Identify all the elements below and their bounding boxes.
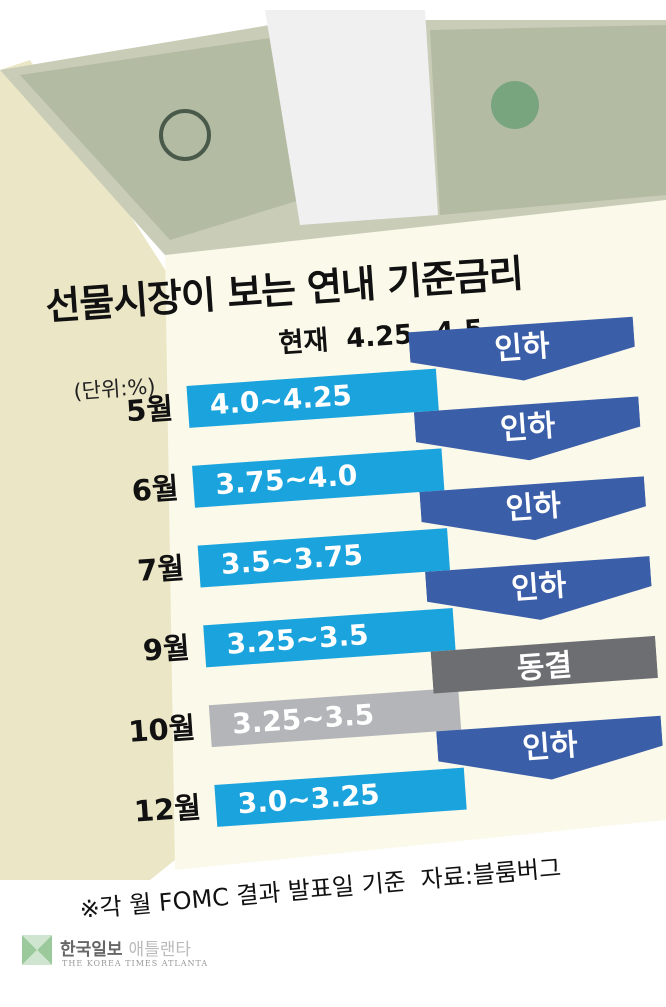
hold-box: 동결	[430, 630, 660, 722]
dollar-bill-right	[430, 25, 666, 215]
logo-mark-icon	[22, 935, 52, 965]
cut-arrow: 인하	[419, 470, 649, 562]
down-arrow-icon	[419, 476, 646, 541]
rate-row: 7월 3.5~3.75 인하	[1, 476, 666, 609]
rate-range-bar: 3.5~3.75	[197, 528, 450, 588]
seal-icon	[159, 109, 211, 161]
cut-arrow: 인하	[425, 550, 655, 642]
rate-row: 10월 3.25~3.5 동결	[12, 635, 666, 768]
month-label: 5월	[125, 391, 175, 429]
logo-sub: 애틀랜타	[128, 940, 192, 960]
month-label: 12월	[132, 790, 203, 829]
down-arrow-icon	[413, 396, 641, 461]
rate-row: 12월 3.0~3.25 인하	[18, 715, 666, 848]
logo-korean: 한국일보 애틀랜타	[60, 935, 191, 960]
treasury-seal-icon	[491, 81, 539, 129]
month-label: 10월	[127, 710, 197, 749]
down-arrow-icon	[425, 556, 652, 620]
month-label: 6월	[130, 470, 180, 509]
rate-range-bar: 3.25~3.5	[203, 607, 456, 668]
rate-range-bar: 3.25~3.5	[208, 687, 462, 748]
logo-name: 한국일보	[60, 940, 123, 960]
down-arrow-icon	[436, 715, 663, 780]
cut-arrow: 인하	[436, 710, 666, 802]
logo-english: THE KOREA TIMES ATLANTA	[62, 959, 209, 968]
paper-band	[265, 10, 438, 225]
korea-times-logo: 한국일보 애틀랜타 THE KOREA TIMES ATLANTA	[22, 935, 207, 969]
rate-range-bar: 3.0~3.25	[214, 767, 467, 827]
rate-range-bar: 3.75~4.0	[192, 448, 445, 508]
month-label: 9월	[141, 630, 191, 668]
month-label: 7월	[136, 550, 186, 588]
rate-row: 5월 4.0~4.25 인하	[0, 316, 660, 449]
down-arrow-icon	[408, 316, 635, 381]
rate-row: 6월 3.75~4.0 인하	[0, 396, 665, 529]
cut-arrow: 인하	[413, 391, 643, 483]
cut-arrow: 인하	[408, 311, 638, 403]
hold-shape-icon	[430, 635, 658, 694]
rate-range-bar: 4.0~4.25	[186, 368, 439, 428]
rate-row: 9월 3.25~3.5 인하	[7, 556, 666, 689]
box-side-face	[0, 60, 175, 880]
